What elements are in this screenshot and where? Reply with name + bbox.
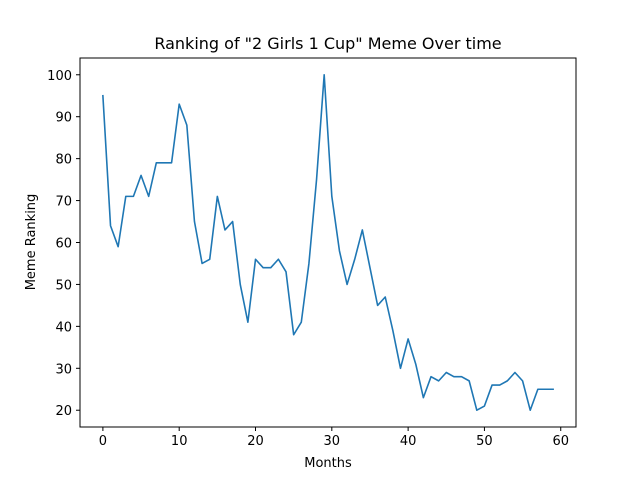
x-tick-label: 40 <box>400 434 417 449</box>
x-tick-label: 20 <box>247 434 264 449</box>
y-tick-label: 20 <box>55 404 72 419</box>
y-tick-label: 70 <box>55 195 72 210</box>
y-tick-label: 30 <box>55 362 72 377</box>
x-tick-label: 10 <box>171 434 188 449</box>
y-axis: 20 30 40 50 60 70 80 90 100 <box>47 69 80 419</box>
y-tick-label: 40 <box>55 320 72 335</box>
y-tick-label: 50 <box>55 278 72 293</box>
y-tick-label: 90 <box>55 111 72 126</box>
y-tick-label: 100 <box>47 69 72 84</box>
y-tick-label: 60 <box>55 237 72 252</box>
x-tick-label: 60 <box>552 434 569 449</box>
x-tick-label: 50 <box>476 434 493 449</box>
x-tick-label: 30 <box>324 434 341 449</box>
series-line <box>102 73 554 412</box>
y-tick-label: 80 <box>55 153 72 168</box>
plot-area <box>102 73 554 412</box>
x-axis-label: Months <box>304 456 352 471</box>
y-axis-label: Meme Ranking <box>24 194 39 291</box>
chart-title: Ranking of "2 Girls 1 Cup" Meme Over tim… <box>154 34 501 53</box>
x-axis: 0 10 20 30 40 50 60 <box>99 427 569 449</box>
x-tick-label: 0 <box>99 434 107 449</box>
